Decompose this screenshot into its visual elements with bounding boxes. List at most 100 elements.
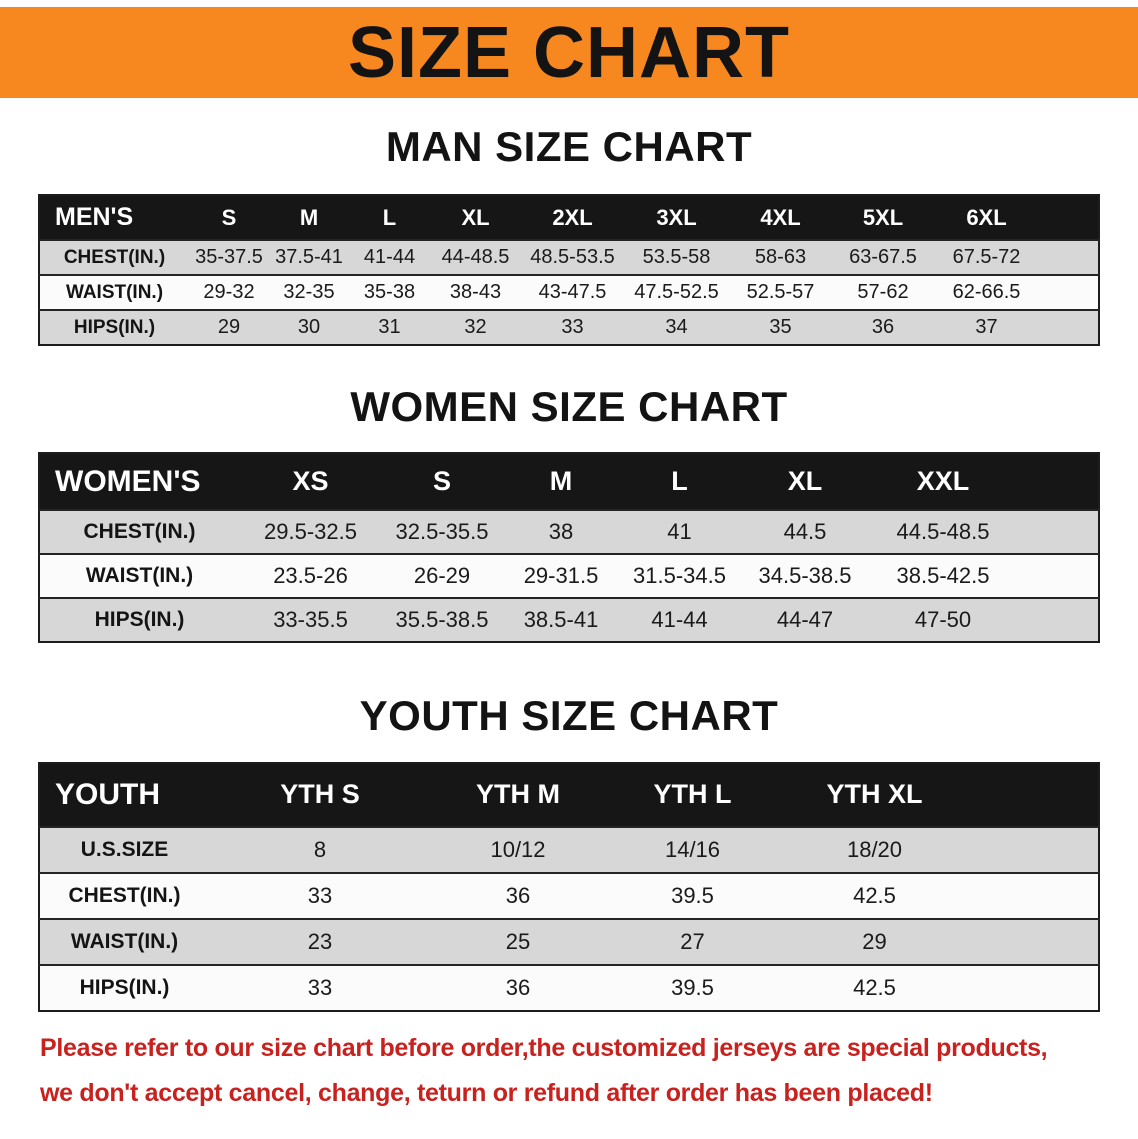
row-label: HIPS(IN.) — [73, 316, 156, 338]
size-cell: 47-50 — [914, 607, 972, 633]
size-cell: 29-31.5 — [523, 563, 599, 589]
table-header-row: YOUTH YTH S YTH M YTH L YTH XL — [39, 762, 1099, 827]
size-cell: 31 — [378, 316, 401, 339]
disclaimer: Please refer to our size chart before or… — [40, 1026, 1098, 1116]
size-cell: 32-35 — [283, 281, 335, 304]
column-header: YTH S — [209, 762, 431, 827]
row-label: CHEST(IN.) — [68, 883, 181, 907]
column-header: L — [349, 195, 430, 241]
size-cell: 67.5-72 — [952, 246, 1021, 269]
column-header: 2XL — [521, 195, 624, 241]
column-header: YTH M — [431, 762, 605, 827]
size-cell: 26-29 — [413, 563, 471, 589]
table-corner-header: YOUTH — [39, 762, 209, 827]
size-cell: 39.5 — [671, 974, 714, 1000]
size-cell: 27 — [680, 928, 705, 954]
column-header: L — [620, 453, 739, 511]
table-corner-header: WOMEN'S — [39, 453, 239, 511]
row-label: HIPS(IN.) — [79, 975, 170, 999]
size-cell: 29-32 — [203, 281, 255, 304]
size-cell: 39.5 — [671, 882, 714, 908]
column-header: 5XL — [832, 195, 934, 241]
size-cell: 38.5-42.5 — [896, 563, 990, 589]
table-row: WAIST(IN.) 23.5-26 26-29 29-31.5 31.5-34… — [39, 554, 1099, 599]
men-size-table: MEN'S S M L XL 2XL 3XL 4XL 5XL 6XL CHEST… — [38, 194, 1100, 347]
row-label: WAIST(IN.) — [85, 564, 194, 588]
size-cell: 35.5-38.5 — [395, 607, 489, 633]
disclaimer-line-2: we don't accept cancel, change, teturn o… — [40, 1078, 933, 1107]
column-header: S — [189, 195, 269, 241]
size-cell: 8 — [313, 836, 327, 862]
table-row: U.S.SIZE 8 10/12 14/16 18/20 — [39, 826, 1099, 873]
size-cell: 34 — [665, 316, 688, 339]
size-cell: 35 — [769, 316, 792, 339]
size-cell: 47.5-52.5 — [634, 281, 719, 304]
size-cell: 29 — [217, 316, 241, 339]
row-label: HIPS(IN.) — [94, 608, 185, 632]
size-cell: 31.5-34.5 — [633, 563, 726, 589]
women-section: WOMEN SIZE CHART WOMEN'S XS S M L XL XXL — [0, 383, 1138, 644]
row-label: CHEST(IN.) — [83, 520, 196, 544]
column-header: XXL — [871, 453, 1099, 511]
column-header: YTH L — [605, 762, 780, 827]
size-cell: 35-37.5 — [195, 246, 263, 269]
youth-section-heading: YOUTH SIZE CHART — [359, 692, 779, 740]
size-cell: 10/12 — [490, 836, 546, 862]
size-cell: 33 — [307, 974, 333, 1000]
size-cell: 23.5-26 — [273, 563, 348, 589]
youth-size-table: YOUTH YTH S YTH M YTH L YTH XL U.S.SIZE … — [38, 761, 1100, 1012]
size-cell: 23 — [307, 928, 333, 954]
size-cell: 63-67.5 — [849, 246, 917, 269]
size-cell: 58-63 — [754, 246, 807, 269]
size-cell: 44.5 — [783, 519, 827, 545]
table-row: HIPS(IN.) 33 36 39.5 42.5 — [39, 964, 1099, 1011]
size-cell: 57-62 — [857, 281, 909, 304]
size-cell: 38-43 — [449, 281, 502, 304]
table-row: WAIST(IN.) 29-32 32-35 35-38 38-43 43-47… — [39, 275, 1099, 311]
row-label: WAIST(IN.) — [65, 281, 164, 303]
size-cell: 53.5-58 — [642, 246, 711, 269]
column-header: YTH XL — [780, 762, 1099, 827]
table-corner-header: MEN'S — [39, 195, 189, 241]
row-label: WAIST(IN.) — [70, 929, 179, 953]
row-label: U.S.SIZE — [80, 837, 169, 861]
size-cell: 41-44 — [363, 246, 416, 269]
table-row: CHEST(IN.) 35-37.5 37.5-41 41-44 44-48.5… — [39, 240, 1099, 276]
column-header: M — [269, 195, 349, 241]
size-cell: 44.5-48.5 — [896, 519, 990, 545]
men-section-heading: MAN SIZE CHART — [385, 123, 753, 170]
size-cell: 37 — [975, 316, 998, 339]
size-cell: 38 — [548, 519, 574, 545]
size-cell: 30 — [297, 316, 321, 339]
table-row: HIPS(IN.) 29 30 31 32 33 34 35 36 37 — [39, 310, 1099, 346]
table-header-row: MEN'S S M L XL 2XL 3XL 4XL 5XL 6XL — [39, 195, 1099, 241]
size-cell: 36 — [505, 882, 531, 908]
size-cell: 38.5-41 — [523, 607, 599, 633]
size-cell: 35-38 — [363, 281, 416, 304]
disclaimer-line-1: Please refer to our size chart before or… — [40, 1033, 1048, 1062]
size-cell: 33 — [307, 882, 333, 908]
table-row: CHEST(IN.) 29.5-32.5 32.5-35.5 38 41 44.… — [39, 510, 1099, 555]
size-cell: 33-35.5 — [273, 607, 348, 633]
size-cell: 42.5 — [853, 974, 896, 1000]
size-cell: 43-47.5 — [538, 281, 607, 304]
size-cell: 14/16 — [664, 836, 721, 862]
table-header-row: WOMEN'S XS S M L XL XXL — [39, 453, 1099, 511]
row-label: CHEST(IN.) — [63, 246, 166, 268]
column-header: 3XL — [624, 195, 729, 241]
size-cell: 37.5-41 — [275, 246, 343, 269]
column-header: XS — [239, 453, 382, 511]
column-header: M — [502, 453, 620, 511]
size-cell: 33 — [561, 316, 584, 339]
column-header: XL — [739, 453, 871, 511]
column-header: 4XL — [729, 195, 832, 241]
women-size-table: WOMEN'S XS S M L XL XXL CHEST(IN.) 29.5-… — [38, 452, 1100, 644]
size-cell: 36 — [871, 316, 895, 339]
size-cell: 48.5-53.5 — [530, 246, 615, 269]
size-chart-page: SIZE CHART MAN SIZE CHART MEN'S S M L XL… — [0, 7, 1138, 1116]
women-section-heading: WOMEN SIZE CHART — [350, 383, 788, 431]
table-row: CHEST(IN.) 33 36 39.5 42.5 — [39, 872, 1099, 919]
size-cell: 25 — [505, 928, 531, 954]
size-cell: 18/20 — [846, 836, 903, 862]
size-cell: 41 — [667, 519, 692, 545]
